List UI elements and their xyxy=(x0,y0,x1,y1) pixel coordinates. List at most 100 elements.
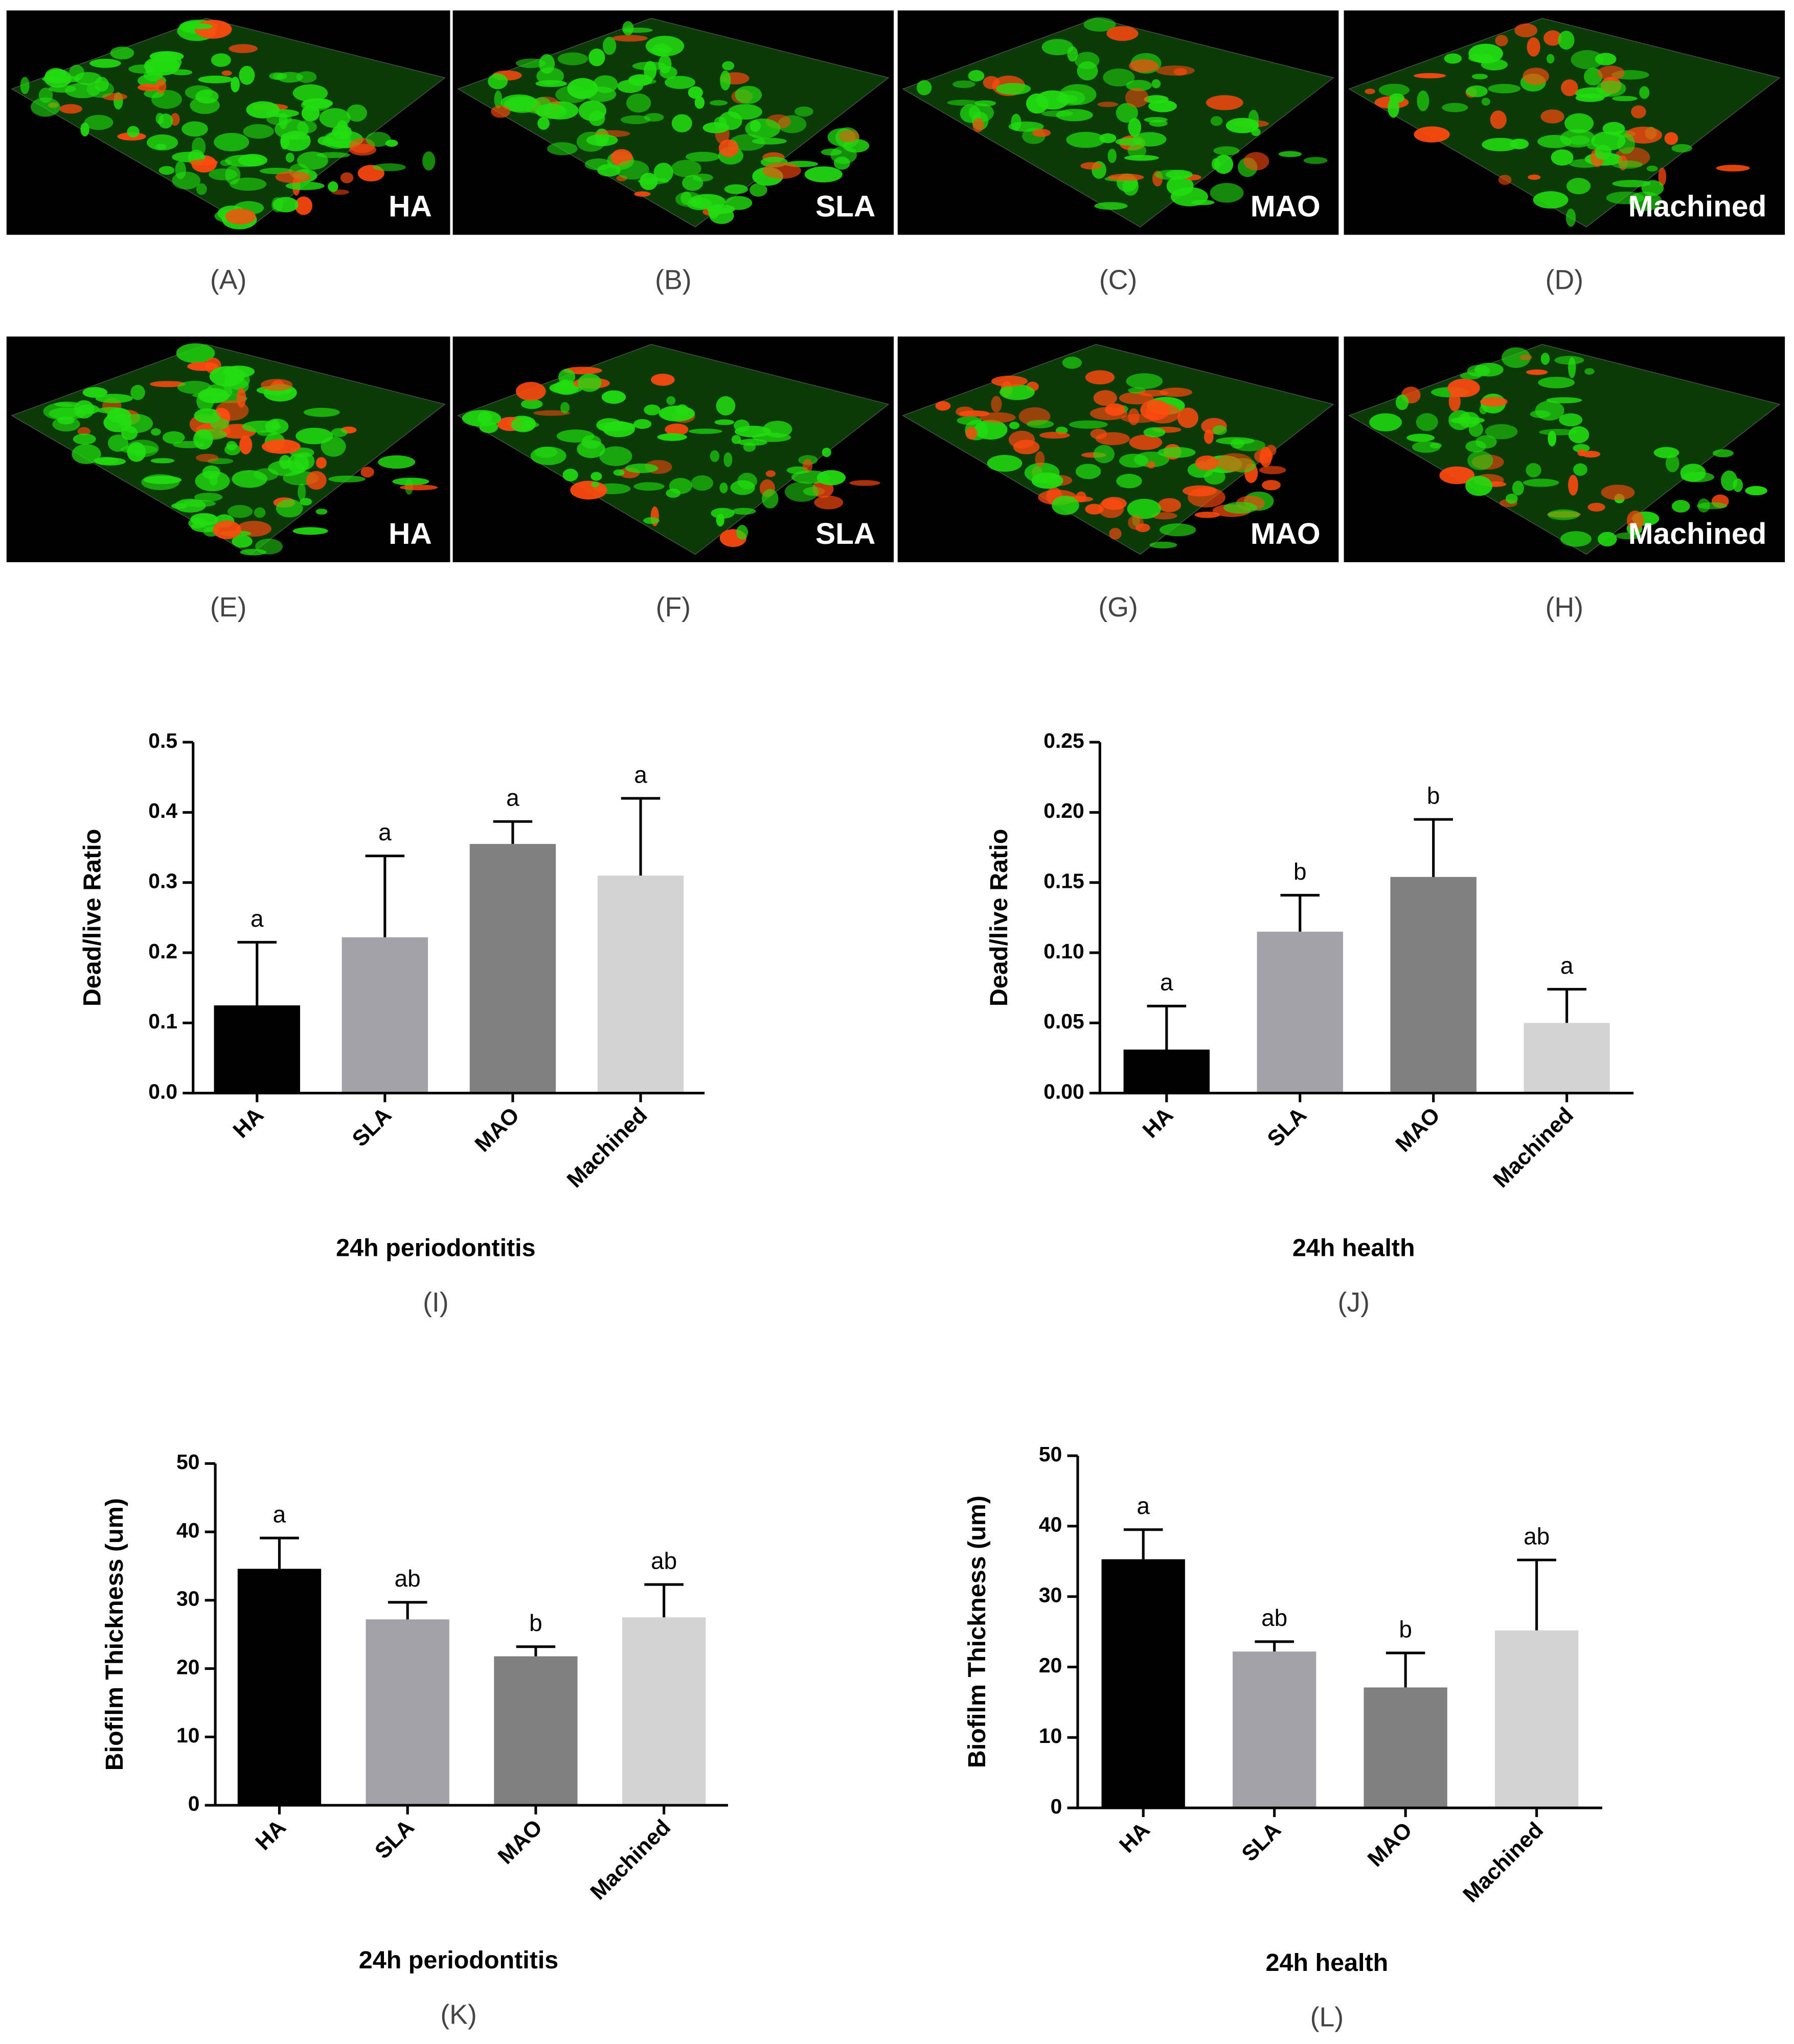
cell-cluster xyxy=(1062,356,1082,369)
cell-cluster xyxy=(97,407,125,414)
cell-cluster xyxy=(77,427,91,436)
cell-cluster xyxy=(1573,444,1590,453)
cell-cluster xyxy=(570,480,607,500)
cell-cluster xyxy=(735,85,762,104)
cell-cluster xyxy=(130,384,145,400)
cell-cluster xyxy=(722,61,735,71)
cell-cluster xyxy=(557,52,588,65)
x-tick-label: Machined xyxy=(1489,1103,1578,1192)
cell-cluster xyxy=(1210,182,1244,203)
panel-label: SLA xyxy=(815,190,875,223)
cell-cluster xyxy=(1512,480,1524,496)
cell-cluster xyxy=(613,469,625,476)
cell-cluster xyxy=(515,382,546,401)
cell-cluster xyxy=(657,433,687,441)
cell-cluster xyxy=(1027,420,1054,428)
cell-cluster xyxy=(1126,80,1152,91)
cell-cluster xyxy=(190,513,218,526)
bar xyxy=(1101,1559,1185,1808)
cell-cluster xyxy=(1116,103,1138,123)
cell-cluster xyxy=(1125,87,1149,108)
y-tick-label: 0.00 xyxy=(1043,1080,1084,1103)
cell-cluster xyxy=(378,455,416,469)
cell-cluster xyxy=(285,134,310,140)
cell-cluster xyxy=(691,475,714,491)
cell-cluster xyxy=(195,471,230,492)
cell-cluster xyxy=(1597,65,1625,80)
significance-letter: a xyxy=(506,785,519,811)
cell-cluster xyxy=(173,441,205,448)
cell-cluster xyxy=(183,500,216,507)
cell-cluster xyxy=(1448,392,1461,412)
cell-cluster xyxy=(1406,433,1435,442)
cell-cluster xyxy=(621,115,651,124)
cell-cluster xyxy=(1681,472,1715,483)
cell-cluster xyxy=(709,100,728,106)
panel-label: Machined xyxy=(1628,190,1767,223)
cell-cluster xyxy=(1465,476,1493,496)
cell-cluster xyxy=(1671,144,1693,153)
cell-cluster xyxy=(1587,502,1605,512)
cell-cluster xyxy=(150,428,161,436)
cell-cluster xyxy=(1523,478,1559,487)
cell-cluster xyxy=(987,455,1023,472)
panel-label: Machined xyxy=(1628,517,1767,550)
cell-cluster xyxy=(1041,110,1074,117)
cell-cluster xyxy=(1129,434,1163,450)
cell-cluster xyxy=(1395,394,1409,410)
cell-cluster xyxy=(194,492,223,502)
cell-cluster xyxy=(732,508,756,515)
cell-cluster xyxy=(1127,515,1144,530)
cell-cluster xyxy=(1444,53,1462,64)
cell-cluster xyxy=(72,444,101,465)
cell-cluster xyxy=(720,70,731,90)
cell-cluster xyxy=(277,72,303,83)
cell-cluster xyxy=(692,173,713,182)
cell-cluster xyxy=(1615,532,1643,540)
cell-cluster xyxy=(1546,54,1555,64)
cell-cluster xyxy=(95,394,133,403)
cell-cluster xyxy=(849,480,880,486)
bar xyxy=(1364,1687,1447,1808)
cell-cluster xyxy=(1216,453,1253,472)
cell-cluster xyxy=(752,137,787,145)
cell-cluster xyxy=(1626,510,1644,531)
cell-cluster xyxy=(59,104,82,114)
cell-cluster xyxy=(1481,98,1490,106)
cell-cluster xyxy=(593,75,618,94)
cell-cluster xyxy=(535,103,567,119)
cell-cluster xyxy=(1546,397,1582,404)
bar xyxy=(366,1619,449,1805)
x-tick-label: SLA xyxy=(1263,1103,1311,1152)
cell-cluster xyxy=(303,407,340,417)
cell-cluster xyxy=(1011,113,1021,131)
significance-letter: ab xyxy=(1524,1523,1550,1549)
cell-cluster xyxy=(1116,473,1142,489)
bar xyxy=(1524,1023,1610,1093)
panel-caption: (B) xyxy=(655,264,691,295)
cell-cluster xyxy=(625,463,658,473)
cell-cluster xyxy=(784,481,819,502)
significance-letter: ab xyxy=(651,1547,677,1574)
cell-cluster xyxy=(1565,209,1576,227)
cell-cluster xyxy=(599,446,632,466)
significance-letter: ab xyxy=(395,1565,421,1592)
y-tick-label: 0.4 xyxy=(148,799,177,822)
cell-cluster xyxy=(1103,68,1135,87)
cell-cluster xyxy=(1195,455,1219,471)
cell-cluster xyxy=(296,427,333,445)
cell-cluster xyxy=(643,517,660,524)
cell-cluster xyxy=(719,483,728,494)
cell-cluster xyxy=(220,159,232,166)
panel-caption: (C) xyxy=(1099,264,1137,295)
cell-cluster xyxy=(1039,431,1070,439)
cell-cluster xyxy=(1551,149,1574,166)
panel-caption: (D) xyxy=(1546,264,1583,295)
cell-cluster xyxy=(1093,445,1115,464)
chart-caption: (K) xyxy=(440,2000,476,2030)
cell-cluster xyxy=(261,439,301,454)
cell-cluster xyxy=(1611,160,1643,169)
cell-cluster xyxy=(671,159,701,177)
y-tick-label: 50 xyxy=(1039,1442,1062,1466)
cell-cluster xyxy=(1101,497,1127,510)
